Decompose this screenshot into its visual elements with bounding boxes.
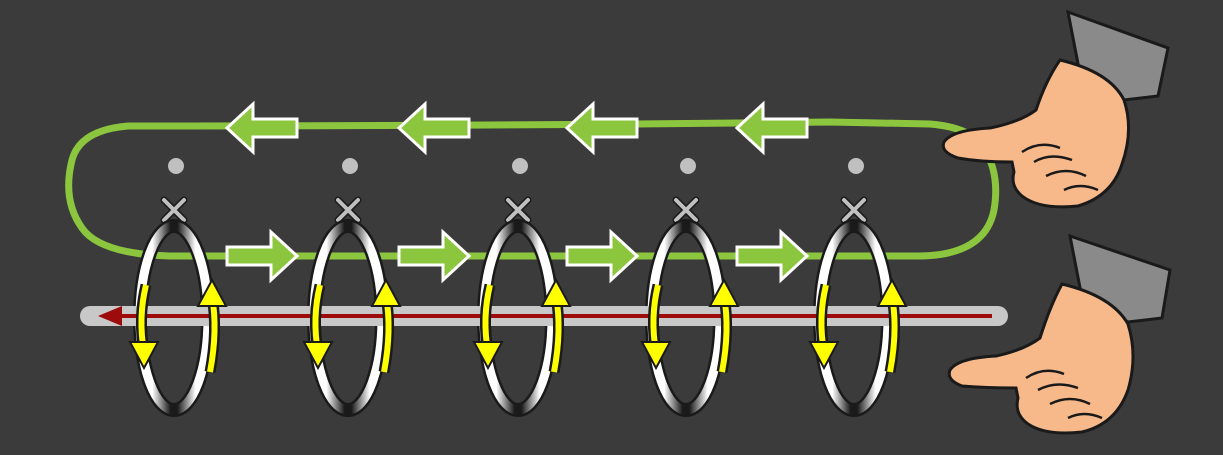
out-of-page-dot-icon [848,158,864,174]
out-of-page-dot-icon [512,158,528,174]
out-of-page-dot-icon [680,158,696,174]
out-of-page-dot-icon [168,158,184,174]
out-of-page-dot-icon [342,158,358,174]
